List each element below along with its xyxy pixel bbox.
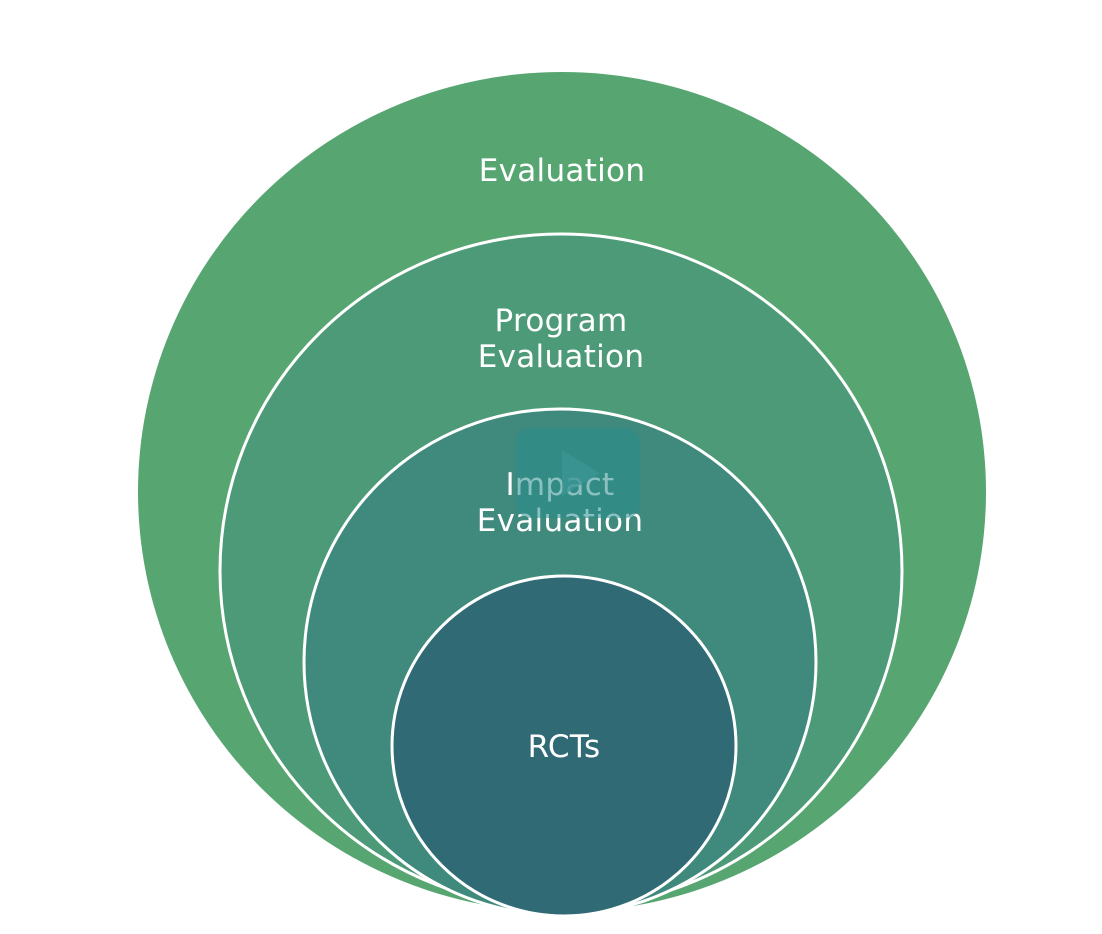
program-evaluation-label-line-2: Evaluation bbox=[478, 339, 645, 375]
rcts-label-line-1: RCTs bbox=[528, 729, 601, 765]
evaluation-label-line-1: Evaluation bbox=[479, 153, 646, 189]
rcts-circle bbox=[390, 574, 738, 918]
play-icon bbox=[562, 450, 600, 496]
play-button[interactable] bbox=[516, 428, 640, 518]
program-evaluation-label-line-1: Program bbox=[495, 303, 628, 339]
